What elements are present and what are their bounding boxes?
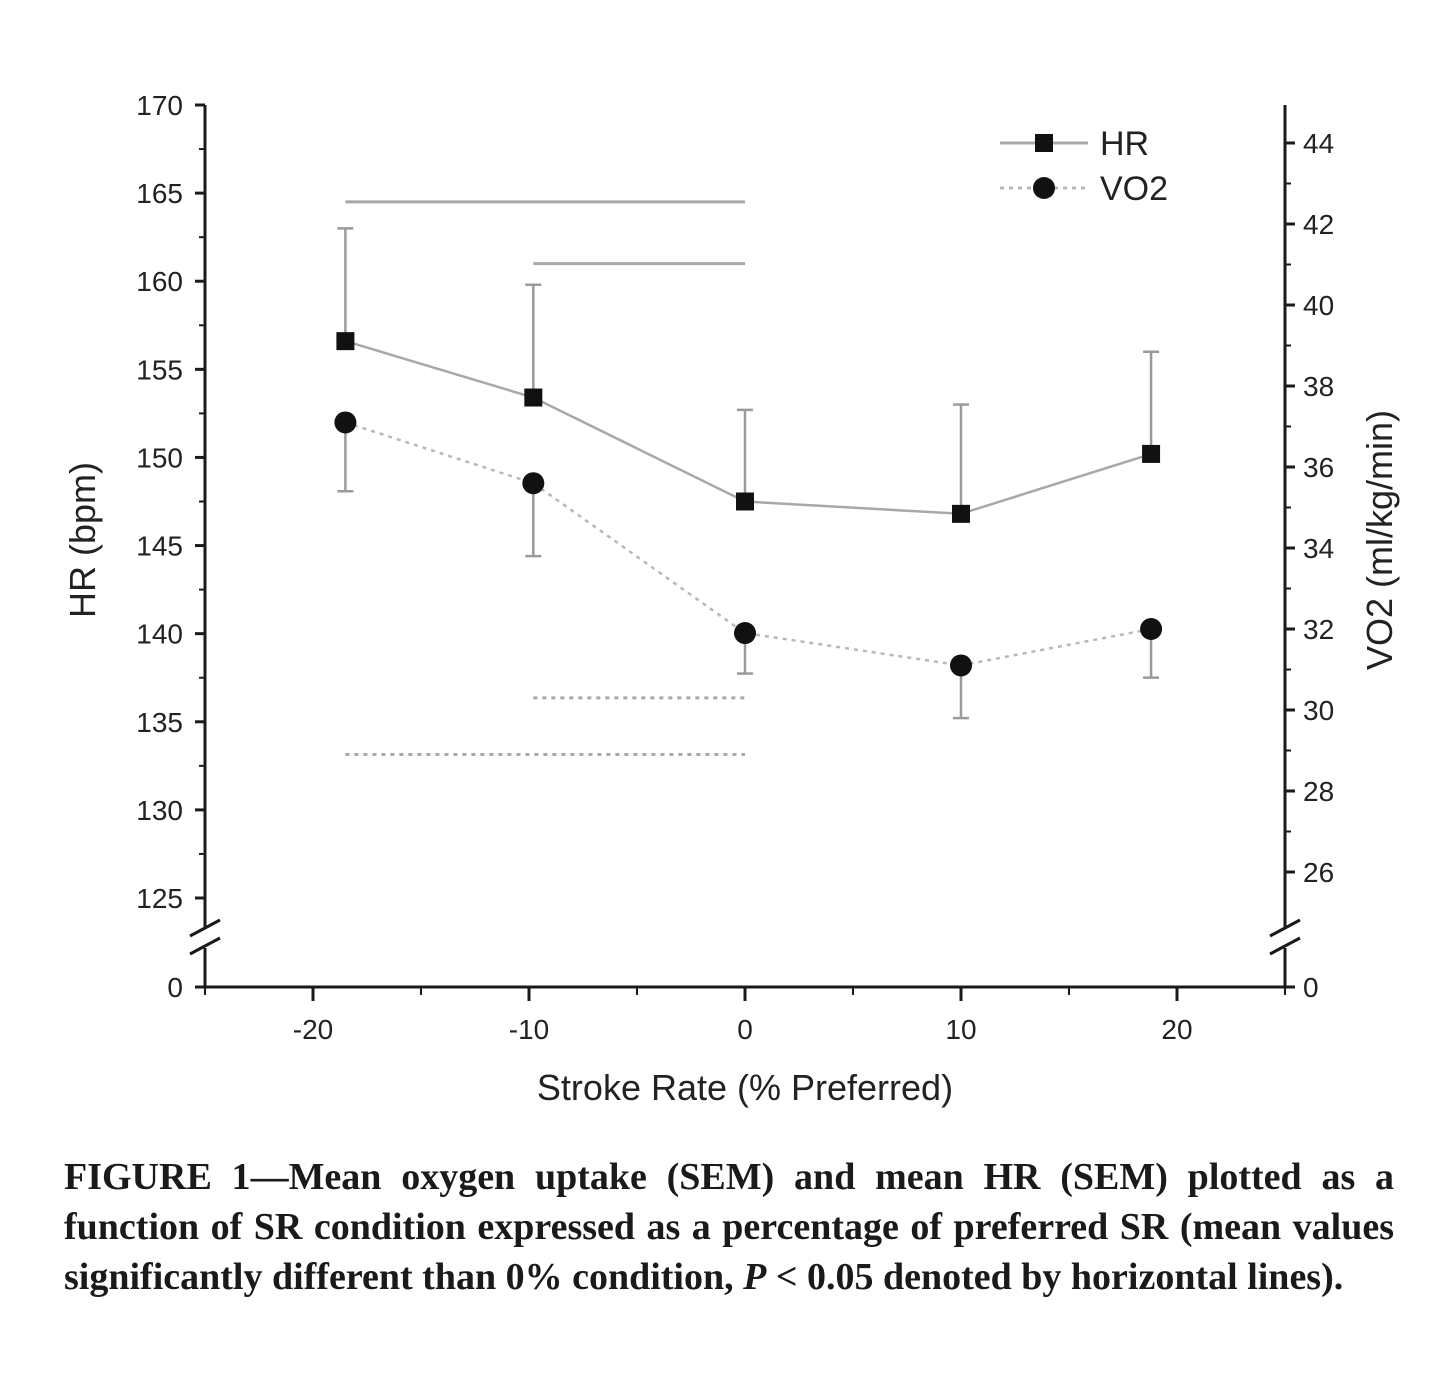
x-tick-label: -10 — [509, 1014, 549, 1045]
left-tick-label: 135 — [136, 707, 183, 738]
y-left-axis-title: HR (bpm) — [62, 462, 103, 618]
left-tick-label: 160 — [136, 266, 183, 297]
right-tick-label: 28 — [1303, 776, 1334, 807]
caption-dash: — — [250, 1156, 289, 1198]
right-axis-break-mark — [1269, 936, 1301, 956]
legend-hr-marker — [1035, 134, 1053, 152]
left-tick-label: 130 — [136, 795, 183, 826]
x-axis-title: Stroke Rate (% Preferred) — [537, 1067, 953, 1108]
right-tick-label: 30 — [1303, 695, 1334, 726]
legend-vo2-marker — [1033, 177, 1055, 199]
left-axis-break-mark — [189, 918, 221, 938]
hr-marker — [952, 504, 970, 523]
right-tick-label: 32 — [1303, 614, 1334, 645]
right-tick-label: 40 — [1303, 290, 1334, 321]
x-tick-label: 20 — [1161, 1014, 1192, 1045]
hr-marker — [524, 388, 543, 407]
hr-marker — [736, 492, 754, 511]
left-tick-label: 145 — [136, 531, 183, 562]
vo2-marker — [1140, 618, 1163, 640]
chart: 125 130 135 140 145 150 155 160 165 170 0 26 28 30 32 3… — [62, 90, 1400, 1108]
left-tick-label: 125 — [136, 883, 183, 914]
x-tick-label: -20 — [293, 1014, 333, 1045]
hr-marker — [1142, 444, 1161, 463]
right-tick-label: 42 — [1303, 209, 1334, 240]
right-tick-label: 26 — [1303, 857, 1334, 888]
x-tick-label: 0 — [737, 1014, 753, 1045]
legend-vo2-label: VO2 — [1100, 170, 1168, 208]
left-axis-break-mark — [189, 936, 221, 956]
left-zero-label: 0 — [167, 972, 183, 1003]
hr-series-line — [345, 339, 1152, 516]
y-right-axis-title: VO2 (ml/kg/min) — [1359, 410, 1400, 670]
x-tick-label: 10 — [945, 1014, 976, 1045]
right-zero-label: 0 — [1303, 972, 1319, 1003]
right-axis-break-mark — [1269, 918, 1301, 938]
right-tick-label: 36 — [1303, 452, 1334, 483]
vo2-marker — [334, 411, 357, 434]
caption-p-symbol: P — [743, 1256, 767, 1298]
right-tick-label: 44 — [1303, 128, 1334, 159]
left-tick-label: 155 — [136, 354, 183, 385]
vo2-marker — [522, 472, 545, 495]
right-tick-label: 38 — [1303, 371, 1334, 402]
vo2-marker — [950, 654, 972, 677]
left-tick-label: 150 — [136, 442, 183, 473]
left-tick-label: 170 — [136, 90, 183, 121]
figure-caption: FIGURE 1—Mean oxygen uptake (SEM) and me… — [64, 1152, 1394, 1302]
legend-hr-label: HR — [1100, 125, 1149, 163]
caption-text-1: Mean oxygen uptake (SEM) and mean HR (SE… — [64, 1156, 1394, 1298]
caption-text-2: < 0.05 denoted by horizontal lines). — [766, 1256, 1344, 1298]
right-tick-label: 34 — [1303, 533, 1334, 564]
vo2-series-line — [345, 421, 1152, 667]
hr-marker — [336, 332, 355, 351]
left-tick-label: 140 — [136, 619, 183, 650]
caption-label: FIGURE 1 — [64, 1156, 251, 1198]
vo2-marker — [734, 622, 756, 645]
left-tick-label: 165 — [136, 178, 183, 209]
